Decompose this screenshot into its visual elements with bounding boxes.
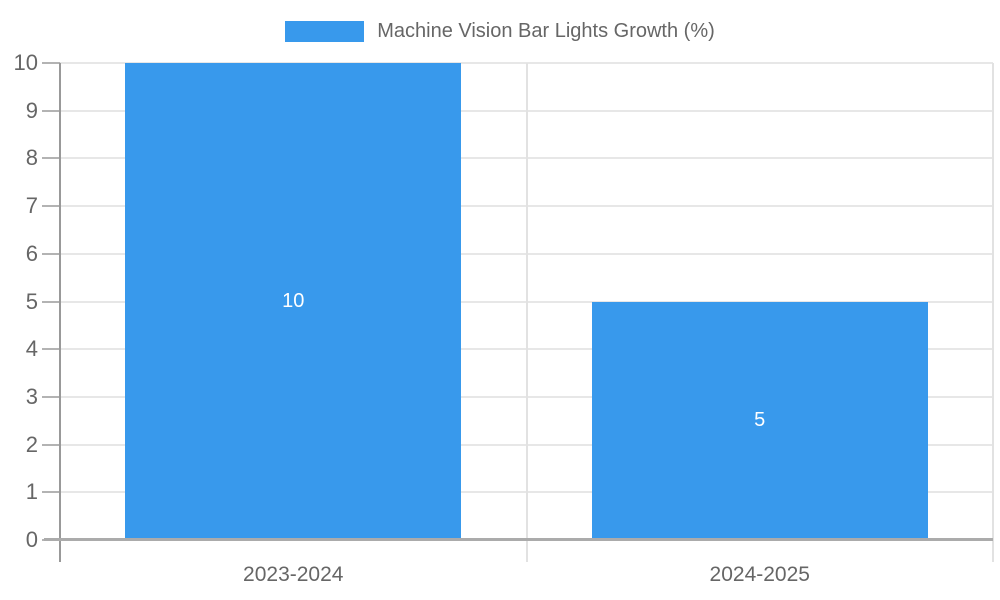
y-axis-labels: 0 1 2 3 4 5 6 7 8 9 10 — [0, 52, 38, 551]
category-separator — [525, 63, 528, 562]
y-tick — [42, 491, 60, 494]
y-tick — [42, 252, 60, 255]
y-tick — [42, 348, 60, 351]
y-axis-tick-label: 4 — [25, 336, 38, 362]
y-axis-tick-label: 2 — [25, 431, 38, 457]
legend-swatch — [285, 21, 365, 42]
y-axis-tick-label: 0 — [25, 527, 38, 552]
legend-label: Machine Vision Bar Lights Growth (%) — [377, 20, 715, 42]
y-axis-tick-label: 1 — [25, 479, 38, 505]
y-axis-tick-label: 7 — [25, 193, 38, 219]
bar-2024-2025[interactable]: 5 — [591, 301, 928, 540]
bar-value-label: 10 — [282, 290, 305, 312]
y-tick — [42, 109, 60, 112]
x-axis-labels: 2023-2024 2024-2025 — [60, 563, 993, 593]
y-tick — [42, 395, 60, 398]
bar-2023-2024[interactable]: 10 — [125, 63, 462, 540]
chart-legend[interactable]: Machine Vision Bar Lights Growth (%) — [0, 20, 1000, 43]
y-axis-tick-label: 9 — [25, 97, 38, 123]
bar-value-label: 5 — [754, 409, 766, 432]
y-axis-tick-label: 8 — [25, 145, 38, 171]
y-tick — [42, 300, 60, 303]
y-axis-tick-label: 6 — [25, 240, 38, 266]
y-axis-tick-label: 5 — [25, 288, 38, 314]
y-tick — [42, 157, 60, 160]
x-axis-category-label: 2024-2025 — [709, 563, 810, 586]
x-axis-category-label: 2023-2024 — [243, 563, 344, 586]
y-tick — [42, 443, 60, 446]
y-tick — [42, 205, 60, 208]
y-axis-tick-label: 10 — [13, 50, 38, 75]
y-tick — [42, 62, 60, 64]
y-axis-tick-label: 3 — [25, 383, 38, 409]
plot-area[interactable]: 10 5 — [42, 62, 994, 562]
x-axis — [44, 538, 993, 541]
category-separator — [992, 63, 994, 562]
y-axis — [59, 63, 61, 562]
